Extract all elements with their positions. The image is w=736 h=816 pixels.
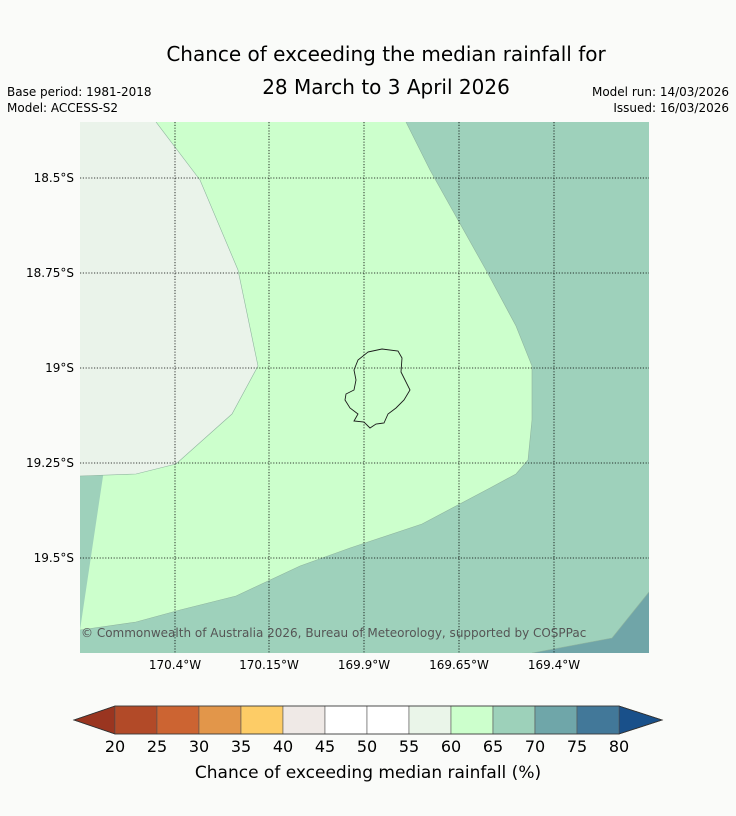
colorbar-swatch	[240, 705, 284, 735]
map-area	[80, 122, 649, 653]
colorbar-outline	[72, 705, 664, 735]
colorbar-swatch	[156, 705, 200, 735]
colorbar-swatch	[114, 705, 158, 735]
colorbar-under-arrow	[72, 705, 116, 735]
lat-label: 19.5°S	[34, 551, 74, 565]
colorbar-tick-label: 35	[231, 737, 251, 756]
colorbar-tick-label: 45	[315, 737, 335, 756]
map-title: Chance of exceeding the median rainfall …	[0, 38, 736, 104]
model-run: Model run: 14/03/2026	[591, 85, 729, 99]
colorbar-tick-label: 25	[147, 737, 167, 756]
colorbar-tick-label: 50	[357, 737, 377, 756]
latitude-labels: 18.5°S 18.75°S 19°S 19.25°S 19.5°S	[26, 171, 74, 565]
lon-label: 169.9°W	[338, 658, 390, 672]
colorbar-swatch	[198, 705, 242, 735]
lon-label: 170.15°W	[239, 658, 299, 672]
colorbar-tick-label: 75	[567, 737, 587, 756]
colorbar-swatch	[408, 705, 452, 735]
lat-label: 19.25°S	[26, 456, 74, 470]
colorbar-tick-label: 30	[189, 737, 209, 756]
title-line-2: 28 March to 3 April 2026	[262, 75, 510, 99]
region-70-75	[532, 592, 649, 653]
title-line-1: Chance of exceeding the median rainfall …	[166, 42, 606, 66]
colorbar-tick-label: 65	[483, 737, 503, 756]
metadata-left: Base period: 1981-2018 Model: ACCESS-S2	[7, 84, 152, 116]
colorbar-over-arrow	[618, 705, 664, 735]
model-name: Model: ACCESS-S2	[7, 101, 119, 115]
colorbar-swatch	[282, 705, 326, 735]
colorbar-tick-label: 55	[399, 737, 419, 756]
colorbar-swatch	[492, 705, 536, 735]
lon-label: 169.4°W	[528, 658, 580, 672]
region-40-45	[80, 122, 258, 476]
colorbar-swatch	[534, 705, 578, 735]
base-period: Base period: 1981-2018	[7, 85, 152, 99]
issued-date: Issued: 16/03/2026	[613, 101, 729, 115]
colorbar-swatch	[366, 705, 410, 735]
map: © Commonwealth of Australia 2026, Bureau…	[26, 122, 649, 672]
island-outline	[344, 348, 411, 429]
colorbar-tick-label: 40	[273, 737, 293, 756]
lon-label: 169.65°W	[429, 658, 489, 672]
colorbar-tick-label: 20	[105, 737, 125, 756]
colorbar-swatch	[450, 705, 494, 735]
colorbar-tick-label: 70	[525, 737, 545, 756]
colorbar-ticks: 20 25 30 35 40 45 50 55 60 65 70 75 80	[105, 737, 629, 756]
colorbar-tick-label: 80	[609, 737, 629, 756]
graticule	[80, 122, 649, 653]
colorbar-swatches	[72, 705, 664, 735]
copyright-notice: © Commonwealth of Australia 2026, Bureau…	[81, 626, 586, 640]
metadata-right: Model run: 14/03/2026 Issued: 16/03/2026	[592, 84, 729, 116]
lat-label: 18.5°S	[34, 171, 74, 185]
contour-lines	[80, 122, 649, 653]
colorbar-swatch	[324, 705, 368, 735]
colorbar-label: Chance of exceeding median rainfall (%)	[195, 763, 541, 783]
colorbar-tick-label: 60	[441, 737, 461, 756]
lon-label: 170.4°W	[149, 658, 201, 672]
lat-label: 19°S	[45, 361, 74, 375]
colorbar-swatch	[576, 705, 620, 735]
lat-label: 18.75°S	[26, 266, 74, 280]
longitude-labels: 170.4°W 170.15°W 169.9°W 169.65°W 169.4°…	[149, 658, 580, 672]
